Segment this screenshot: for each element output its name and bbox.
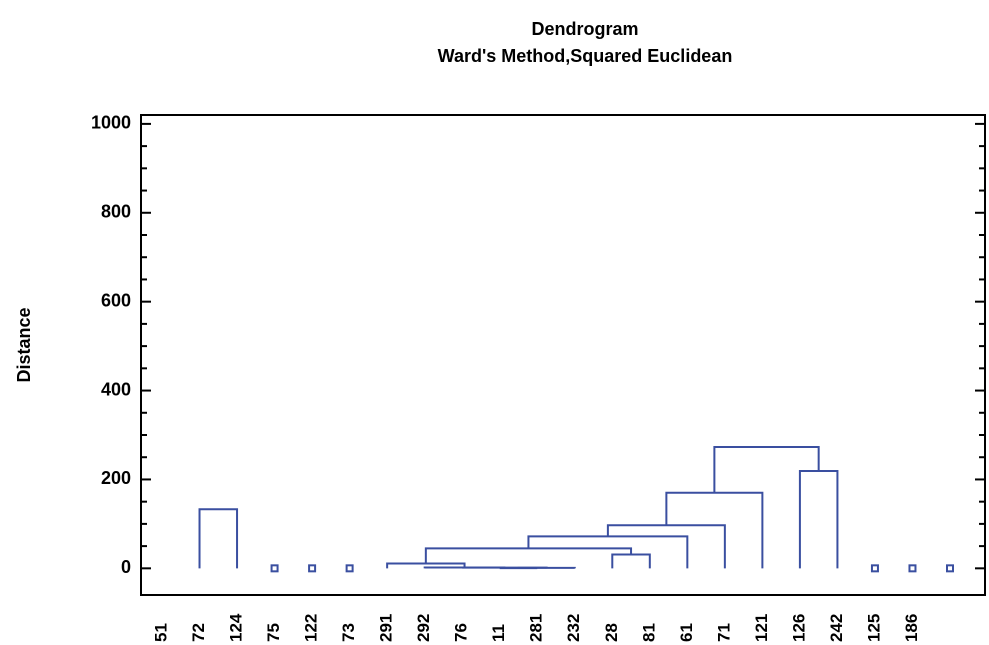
dendrogram-link	[606, 524, 726, 569]
x-tick-label: 11	[489, 624, 508, 642]
y-tick-label: 800	[101, 202, 131, 222]
y-tick-label: 0	[121, 557, 131, 577]
y-tick-label: 1000	[91, 113, 131, 133]
x-tick-label: 232	[564, 614, 583, 642]
x-tick-label: 76	[452, 623, 471, 642]
singleton-leaf	[908, 564, 917, 573]
x-tick-label: 281	[527, 614, 546, 642]
dendrogram-link	[424, 547, 633, 564]
dendrogram-link	[423, 566, 506, 569]
x-tick-label: 61	[677, 623, 696, 642]
y-tick-label: 200	[101, 468, 131, 488]
y-tick-label: 400	[101, 379, 131, 399]
x-tick-label: 71	[714, 623, 733, 642]
dendrogram-link	[713, 446, 820, 493]
x-tick-label: 75	[264, 623, 283, 642]
x-tick-label: 121	[752, 614, 771, 642]
singleton-leaf	[870, 564, 879, 573]
x-tick-label: 122	[302, 614, 321, 642]
dendrogram-link	[665, 491, 764, 569]
singleton-leaf	[345, 564, 354, 573]
singleton-leaf	[308, 564, 317, 573]
dendrogram-link	[527, 535, 689, 569]
y-axis-label: Distance	[14, 307, 34, 382]
x-tick-label: 292	[414, 614, 433, 642]
x-tick-label: 51	[151, 623, 170, 642]
x-tick-label: 242	[827, 614, 846, 642]
chart-subtitle: Ward's Method,Squared Euclidean	[438, 46, 733, 66]
x-tick-label: 28	[602, 623, 621, 642]
singleton-leaf	[946, 564, 954, 573]
x-tick-label: 124	[227, 613, 246, 642]
dendrogram-link	[611, 553, 651, 569]
chart-title: Dendrogram	[531, 19, 638, 39]
x-tick-label: 73	[339, 623, 358, 642]
singleton-leaf	[270, 564, 279, 573]
x-tick-label: 125	[864, 614, 883, 642]
plot-frame	[140, 114, 986, 596]
y-tick-label: 600	[101, 290, 131, 310]
dendrogram-link	[798, 470, 839, 569]
x-tick-label: 72	[189, 623, 208, 642]
x-tick-label: 81	[639, 623, 658, 642]
x-tick-label: 291	[377, 614, 396, 642]
dendrogram-link	[198, 508, 239, 569]
x-tick-label: 126	[789, 614, 808, 642]
x-tick-label: 186	[902, 614, 921, 642]
